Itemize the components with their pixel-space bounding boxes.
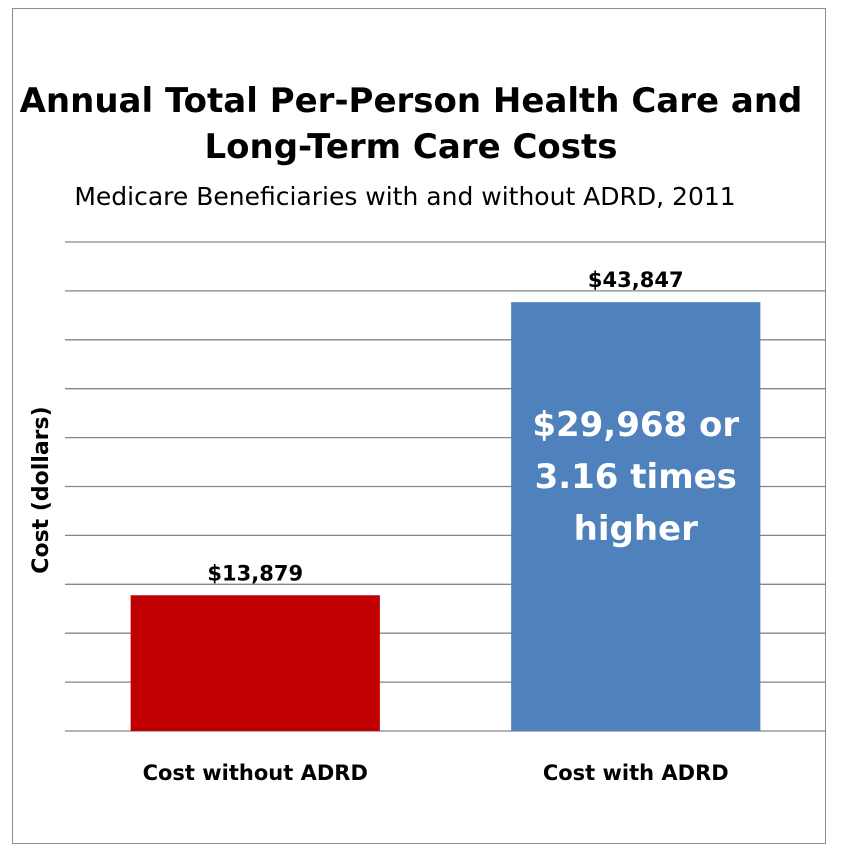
data-label-0: $13,879 bbox=[207, 561, 303, 585]
category-label-1: Cost with ADRD bbox=[543, 761, 729, 785]
bars bbox=[130, 302, 761, 731]
annotation-line-0: $29,968 or bbox=[532, 405, 739, 445]
y-axis-label: Cost (dollars) bbox=[29, 406, 54, 573]
category-labels: Cost without ADRD Cost with ADRD bbox=[143, 761, 729, 785]
chart-subtitle: Medicare Beneficiaries with and without … bbox=[74, 182, 735, 211]
chart-title-line-2: Long-Term Care Costs bbox=[204, 127, 617, 167]
annotation-line-1: 3.16 times bbox=[535, 457, 737, 497]
annotation: $29,968 or 3.16 times higher bbox=[532, 405, 739, 549]
annotation-line-2: higher bbox=[574, 509, 698, 549]
chart-title-line-1: Annual Total Per-Person Health Care and bbox=[20, 81, 803, 121]
data-label-1: $43,847 bbox=[588, 268, 684, 292]
bar-0 bbox=[130, 595, 380, 731]
category-label-0: Cost without ADRD bbox=[143, 761, 368, 785]
bar-1 bbox=[511, 302, 761, 731]
data-labels: $13,879 $43,847 bbox=[207, 268, 683, 585]
